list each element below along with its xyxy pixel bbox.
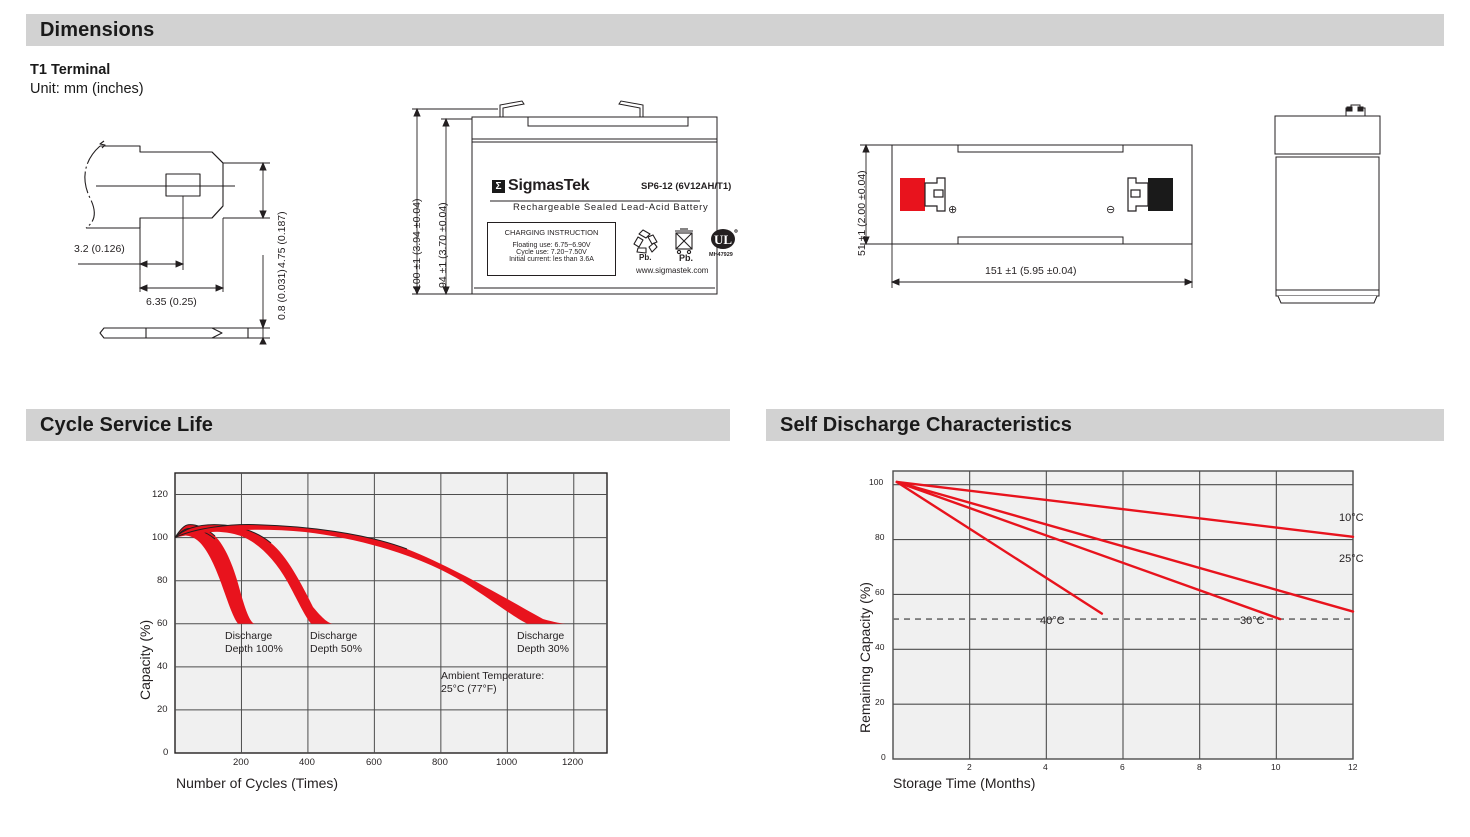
t1-terminal-drawing — [60, 130, 360, 360]
section-header-dimensions: Dimensions — [26, 14, 1444, 46]
recycle-pb-label: Pb. — [639, 253, 652, 262]
cycle-annotation-dod50: Discharge Depth 50% — [310, 630, 362, 655]
sd-xtick-8: 8 — [1197, 762, 1202, 772]
positive-polarity-symbol: ⊕ — [948, 204, 958, 216]
sd-xtick-12: 12 — [1348, 762, 1358, 772]
self-discharge-line-40c — [895, 480, 1104, 615]
sd-ytick-40: 40 — [875, 642, 885, 652]
charging-instruction-line1: Floating use: 6.75~6.90V — [512, 242, 591, 249]
cycle-band-dod30 — [175, 524, 569, 624]
brand-name: SigmasTek — [508, 177, 590, 194]
cycle-annotation-dod100: Discharge Depth 100% — [225, 630, 283, 655]
top-dim-length: 151 ±1 (5.95 ±0.04) — [985, 265, 1077, 277]
section-header-self-discharge: Self Discharge Characteristics — [766, 409, 1444, 441]
cycle-x-axis-label: Number of Cycles (Times) — [176, 775, 339, 791]
section-header-cycle-service-life: Cycle Service Life — [26, 409, 730, 441]
brand-logo-mark: Σ — [492, 180, 505, 193]
battery-side-view — [1250, 100, 1390, 320]
wheelie-bin-icon — [675, 228, 693, 255]
sd-xtick-10: 10 — [1271, 762, 1281, 772]
charging-instruction-box: CHARGING INSTRUCTION Floating use: 6.75~… — [487, 222, 616, 276]
sd-ytick-0: 0 — [881, 752, 886, 762]
brand-website: www.sigmastek.com — [636, 266, 709, 275]
sd-xtick-4: 4 — [1043, 762, 1048, 772]
self-discharge-line-10c — [895, 480, 1355, 539]
cycle-band-dod50 — [175, 524, 333, 624]
chart-self-discharge — [892, 470, 1355, 760]
section-title-dimensions: Dimensions — [40, 18, 155, 41]
self-discharge-label-10c: 10°C — [1339, 512, 1364, 524]
terminal-unit-note: Unit: mm (inches) — [30, 81, 144, 97]
ul-file-number: MH47929 — [709, 252, 733, 258]
self-discharge-y-axis-label: Remaining Capacity (%) — [857, 582, 873, 733]
cycle-annotation-dod30: Discharge Depth 30% — [517, 630, 569, 655]
svg-text:UL: UL — [714, 232, 732, 247]
battery-top-view — [840, 130, 1230, 310]
battery-model: SP6-12 (6V12AH/T1) — [641, 181, 732, 192]
cycle-ytick-80: 80 — [157, 575, 168, 586]
terminal-heading: T1 Terminal — [30, 62, 111, 78]
cycle-ytick-20: 20 — [157, 704, 168, 715]
cycle-ytick-100: 100 — [152, 532, 168, 543]
charging-instruction-title: CHARGING INSTRUCTION — [504, 228, 599, 237]
sd-xtick-6: 6 — [1120, 762, 1125, 772]
charging-instruction-line2: Cycle use: 7.20~7.50V — [516, 249, 587, 256]
wheelie-pb-label: Pb. — [679, 253, 694, 263]
cycle-xtick-1200: 1200 — [562, 757, 584, 768]
negative-polarity-symbol: ⊖ — [1106, 204, 1116, 216]
self-discharge-label-40c: 40°C — [1040, 615, 1065, 627]
self-discharge-line-30c — [895, 480, 1282, 621]
sd-ytick-60: 60 — [875, 587, 885, 597]
sd-xtick-2: 2 — [967, 762, 972, 772]
sd-ytick-80: 80 — [875, 532, 885, 542]
chart-cycle-service-life — [174, 472, 608, 754]
cycle-ytick-60: 60 — [157, 618, 168, 629]
terminal-dim-offset: 3.2 (0.126) — [74, 243, 125, 255]
self-discharge-x-axis-label: Storage Time (Months) — [893, 775, 1036, 791]
cycle-annotation-ambient-temperature: Ambient Temperature: 25°C (77°F) — [441, 670, 545, 695]
terminal-dim-thickness: 0.8 (0.031) — [276, 269, 288, 320]
cycle-xtick-400: 400 — [299, 757, 315, 768]
terminal-dim-height: 4.75 (0.187) — [276, 211, 288, 268]
cycle-ytick-0: 0 — [163, 747, 169, 758]
front-dim-height-total: 100 ±1 (3.94 ±0.04) — [411, 198, 423, 290]
self-discharge-label-25c: 25°C — [1339, 553, 1364, 565]
section-title-cycle-service-life: Cycle Service Life — [40, 413, 214, 436]
recycle-icon — [633, 229, 658, 254]
cycle-xtick-800: 800 — [432, 757, 448, 768]
cycle-band-dod100 — [175, 524, 255, 624]
terminal-dim-length: 6.35 (0.25) — [146, 296, 197, 308]
sd-ytick-20: 20 — [875, 697, 885, 707]
self-discharge-line-25c — [895, 480, 1355, 613]
charging-instruction-line3: Initial current: les than 3.6A — [509, 256, 594, 263]
sigma-icon: Σ — [495, 181, 502, 192]
cycle-ytick-40: 40 — [157, 661, 168, 672]
battery-subtitle: Rechargeable Sealed Lead-Acid Battery — [513, 202, 709, 213]
cycle-xtick-1000: 1000 — [496, 757, 518, 768]
cycle-xtick-200: 200 — [233, 757, 249, 768]
sd-ytick-100: 100 — [869, 477, 884, 487]
certification-marks: UL — [630, 226, 740, 262]
negative-terminal-icon — [1127, 177, 1173, 212]
cycle-ytick-120: 120 — [152, 489, 168, 500]
cycle-y-axis-label: Capacity (%) — [137, 619, 153, 700]
ul-mark-icon: UL — [711, 229, 738, 249]
self-discharge-label-30c: 30°C — [1240, 615, 1265, 627]
cycle-xtick-600: 600 — [366, 757, 382, 768]
section-title-self-discharge: Self Discharge Characteristics — [780, 413, 1073, 436]
front-dim-height-body: 94 ±1 (3.70 ±0.04) — [437, 202, 449, 288]
top-dim-width: 51 ±1 (2.00 ±0.04) — [856, 170, 868, 256]
positive-terminal-icon — [900, 177, 946, 212]
